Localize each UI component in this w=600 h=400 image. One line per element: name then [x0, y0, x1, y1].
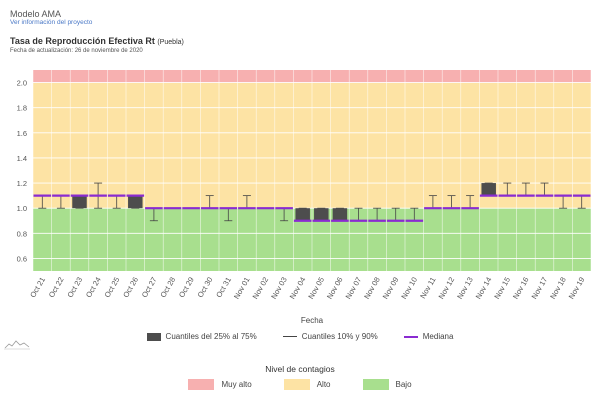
level-item-alto: Alto	[283, 379, 331, 390]
median-swatch-icon	[403, 335, 418, 338]
chart-title: Tasa de Reproducción Efectiva Rt (Puebla…	[10, 36, 184, 46]
x-tick-label: Nov 18	[548, 276, 568, 301]
x-tick-label: Oct 22	[47, 276, 66, 300]
x-axis-label: Fecha	[301, 316, 324, 325]
y-tick-label: 0.6	[17, 254, 27, 263]
legend-box-label: Cuantiles del 25% al 75%	[165, 332, 257, 341]
x-tick-label: Nov 06	[325, 276, 345, 301]
x-tick-label: Nov 03	[269, 276, 289, 301]
level-swatch-alto	[283, 379, 310, 390]
x-tick-label: Oct 29	[177, 276, 196, 300]
legend-item-median[interactable]: Mediana	[403, 332, 454, 341]
x-tick-label: Nov 10	[399, 276, 419, 301]
x-tick-label: Nov 02	[251, 276, 271, 301]
level-label-alto: Alto	[316, 380, 331, 389]
x-tick-label: Oct 31	[214, 276, 233, 300]
y-tick-label: 1.0	[17, 204, 27, 213]
x-tick-label: Nov 16	[511, 276, 531, 301]
sparkline-icon	[4, 340, 30, 350]
x-tick-label: Oct 26	[121, 276, 140, 300]
chart-title-text: Tasa de Reproducción Efectiva Rt	[10, 36, 155, 46]
y-tick-label: 2.0	[17, 79, 27, 88]
iqr-box	[332, 208, 348, 221]
x-tick-label: Oct 23	[65, 276, 84, 300]
y-tick-label: 1.6	[17, 129, 27, 138]
x-tick-label: Nov 11	[418, 276, 437, 301]
legend-whisker-label: Cuantiles 10% y 90%	[301, 332, 378, 341]
x-tick-label: Nov 17	[530, 276, 550, 301]
update-date: Fecha de actualización: 26 de noviembre …	[10, 48, 143, 54]
x-tick-label: Oct 21	[28, 276, 47, 300]
x-tick-label: Oct 25	[103, 276, 122, 300]
y-tick-label: 1.4	[17, 154, 27, 163]
level-item-bajo: Bajo	[362, 379, 412, 390]
legend-item-box[interactable]: Cuantiles del 25% al 75%	[146, 332, 257, 341]
x-tick-label: Oct 27	[140, 276, 159, 300]
x-tick-label: Nov 04	[288, 276, 308, 301]
project-info-link[interactable]: Ver información del proyecto	[10, 19, 93, 26]
x-tick-label: Oct 24	[84, 276, 103, 300]
x-tick-label: Oct 30	[196, 276, 215, 300]
x-tick-label: Nov 13	[455, 276, 475, 301]
whisker-swatch-icon	[282, 336, 297, 337]
y-tick-label: 1.2	[17, 179, 27, 188]
y-tick-label: 0.8	[17, 229, 27, 238]
y-tick-label: 1.8	[17, 104, 27, 113]
iqr-box	[72, 195, 87, 209]
iqr-box	[128, 195, 143, 209]
levels-title: Nivel de contagios	[265, 364, 335, 374]
x-tick-label: Oct 28	[158, 276, 177, 300]
level-label-muy-alto: Muy alto	[221, 380, 252, 389]
x-tick-label: Nov 15	[492, 276, 512, 301]
iqr-box	[295, 208, 310, 221]
levels-legend: Muy alto Alto Bajo	[0, 379, 600, 390]
x-tick-label: Nov 09	[381, 276, 401, 301]
x-tick-label: Nov 14	[474, 276, 494, 301]
chart-region: (Puebla)	[157, 39, 184, 46]
x-tick-label: Nov 07	[344, 276, 364, 301]
chart-legend: Cuantiles del 25% al 75% Cuantiles 10% y…	[0, 332, 600, 341]
x-tick-label: Nov 05	[306, 276, 326, 301]
box-swatch-icon	[146, 332, 161, 341]
x-tick-label: Nov 01	[232, 276, 252, 301]
x-tick-label: Nov 12	[437, 276, 457, 301]
level-item-muy-alto: Muy alto	[188, 379, 252, 390]
level-swatch-muy-alto	[188, 379, 215, 390]
x-tick-label: Nov 19	[567, 276, 587, 301]
iqr-box	[481, 183, 496, 196]
level-swatch-bajo	[362, 379, 389, 390]
legend-item-whisker[interactable]: Cuantiles 10% y 90%	[282, 332, 378, 341]
x-tick-label: Nov 08	[362, 276, 382, 301]
level-label-bajo: Bajo	[395, 380, 412, 389]
legend-median-label: Mediana	[422, 332, 454, 341]
iqr-box	[314, 208, 329, 221]
app-title: Modelo AMA	[10, 9, 62, 19]
